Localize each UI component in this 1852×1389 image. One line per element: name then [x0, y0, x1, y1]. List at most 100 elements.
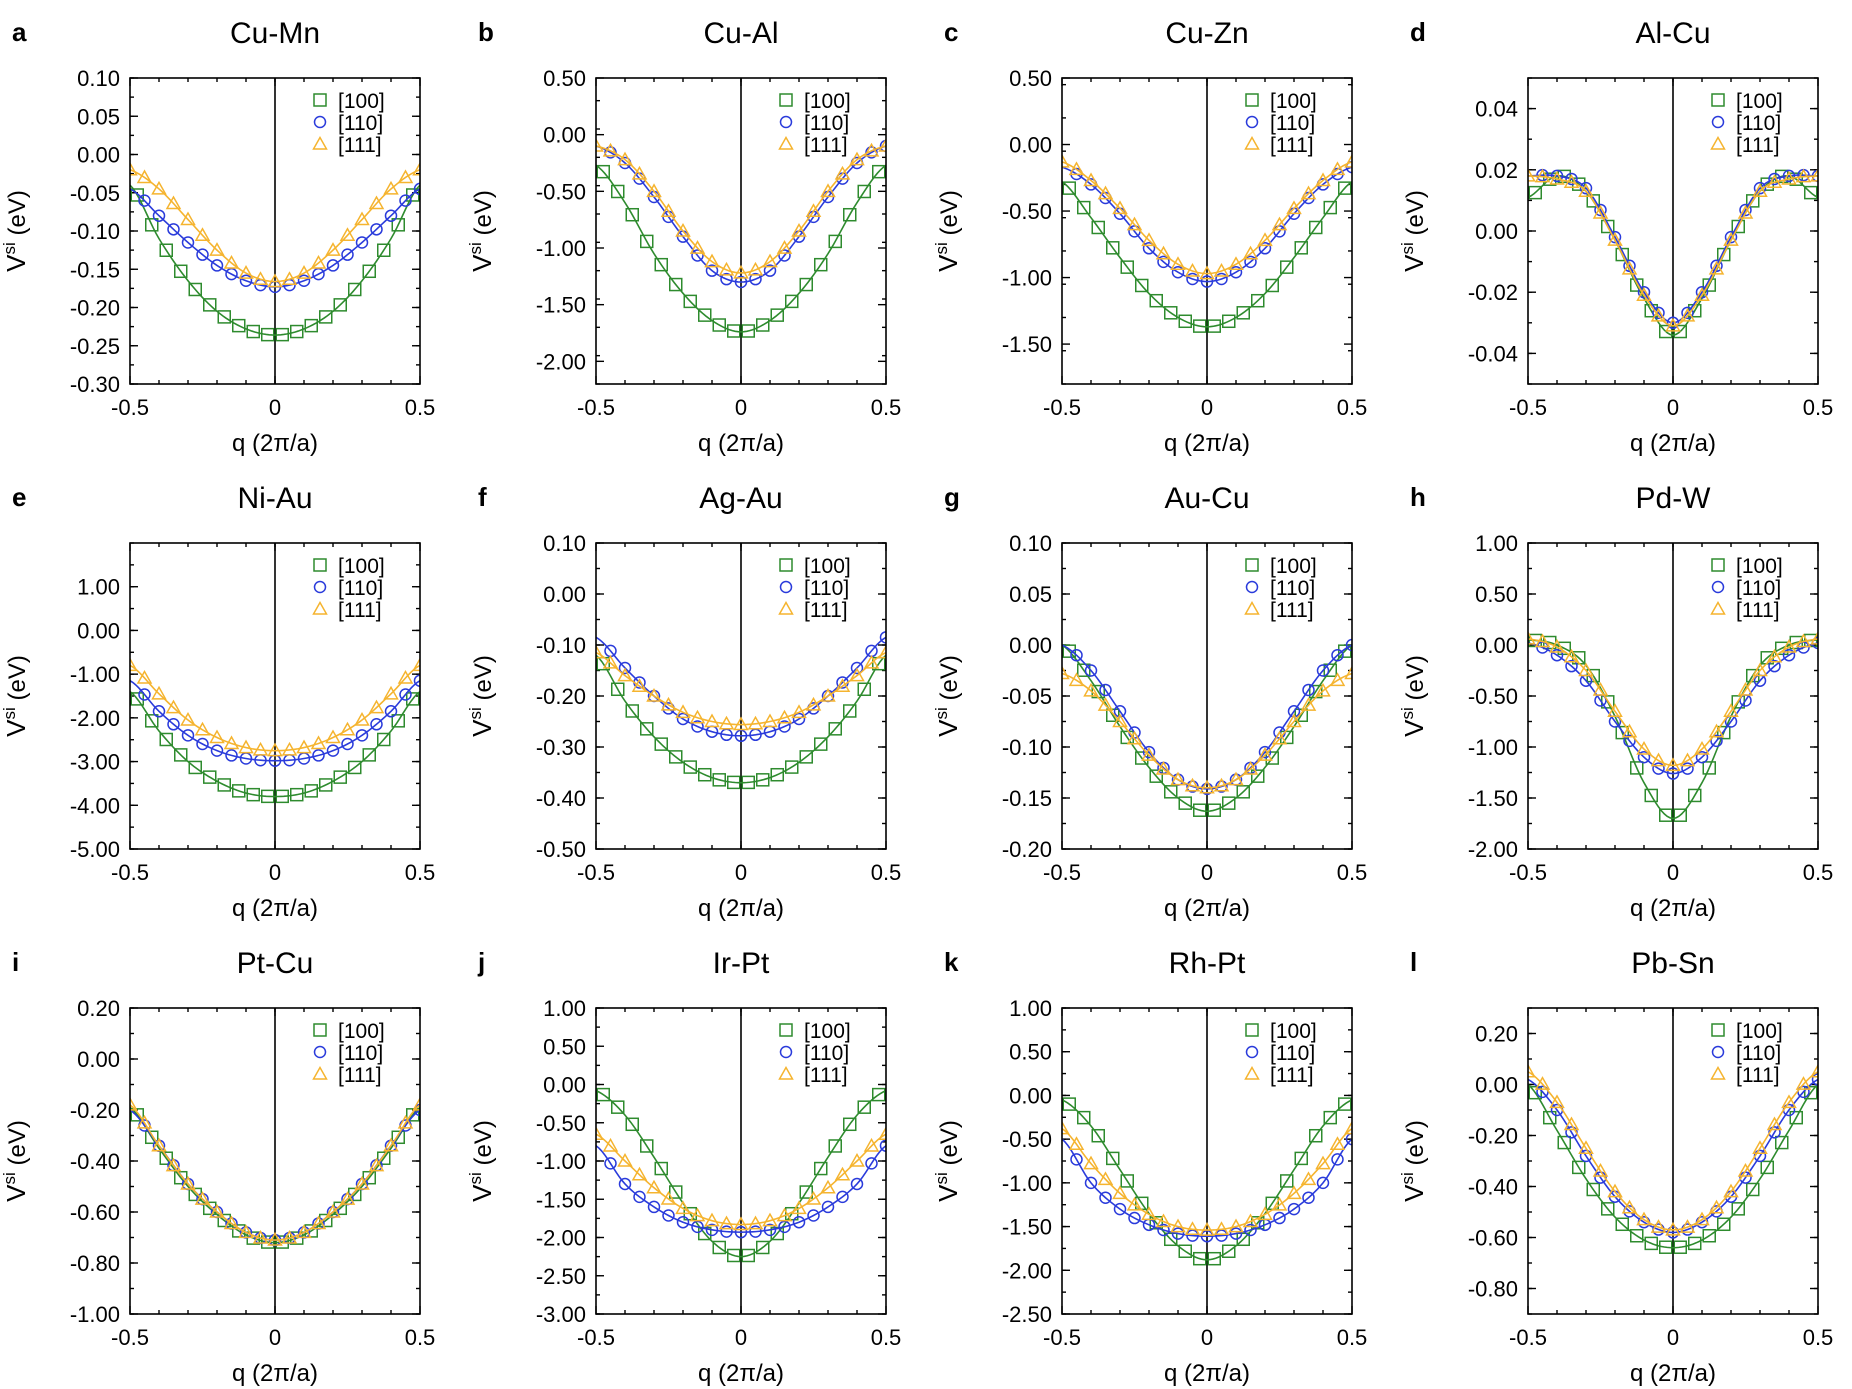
data-point-square: [857, 682, 871, 697]
data-point-circle: [778, 720, 791, 733]
legend-label: [100]: [338, 555, 385, 578]
y-tick-label: 1.00: [543, 996, 586, 1021]
data-point-square: [756, 318, 770, 332]
data-point-square: [1193, 803, 1207, 817]
y-tick-label: -0.60: [70, 1200, 120, 1225]
data-point-triangle: [1213, 1221, 1230, 1236]
data-point-square: [348, 282, 362, 297]
data-point-square: [1309, 1128, 1323, 1143]
data-point-triangle: [296, 1224, 312, 1239]
data-point-triangle: [689, 240, 706, 254]
data-point-triangle: [689, 1207, 706, 1222]
data-point-triangle: [1155, 245, 1172, 260]
data-point-circle: [1244, 255, 1257, 269]
data-point-triangle: [1781, 639, 1797, 653]
series-110: [1062, 638, 1352, 796]
data-point-square: [1236, 785, 1250, 799]
panel-title: Rh-Pt: [1169, 947, 1246, 980]
y-axis-label: Vsi (eV): [466, 1120, 497, 1202]
data-point-triangle: [660, 203, 677, 217]
data-point-square: [640, 234, 654, 249]
panel-title: Cu-Zn: [1165, 17, 1248, 50]
data-point-triangle: [1184, 262, 1201, 277]
data-point-square: [261, 1235, 275, 1249]
data-point-triangle: [252, 741, 269, 756]
panel-letter: d: [1410, 17, 1426, 47]
data-point-circle: [138, 688, 151, 701]
data-point-square: [1659, 808, 1673, 822]
data-point-square: [275, 1235, 289, 1249]
data-point-triangle: [863, 142, 880, 157]
data-point-triangle: [1242, 245, 1259, 260]
x-tick-label: 0: [269, 860, 281, 885]
data-point-circle: [1768, 172, 1781, 186]
data-point-circle: [1142, 242, 1156, 255]
y-tick-label: -0.05: [70, 181, 120, 206]
plot-frame: [1061, 542, 1353, 850]
data-point-triangle: [1679, 1219, 1696, 1233]
data-point-circle: [1157, 1223, 1170, 1237]
x-tick-label: 0.5: [405, 860, 436, 885]
data-point-square: [1294, 1151, 1308, 1166]
x-axis-label: q (2π/a): [1630, 895, 1716, 922]
x-tick-label: 0: [269, 395, 281, 420]
data-point-triangle: [194, 721, 211, 736]
panel-letter: b: [478, 17, 494, 47]
data-point-circle: [370, 223, 383, 236]
data-point-square: [304, 318, 318, 333]
data-point-triangle: [180, 712, 196, 726]
plot-frame: [129, 77, 421, 385]
data-point-square: [799, 750, 813, 764]
data-point-triangle: [1607, 1183, 1623, 1198]
y-tick-label: -2.50: [536, 1264, 586, 1289]
data-point-circle: [1200, 782, 1214, 796]
data-point-triangle: [733, 264, 749, 279]
y-tick-label: 1.00: [1475, 531, 1518, 556]
data-point-circle: [807, 1209, 820, 1222]
legend-marker: [779, 1045, 793, 1059]
legend-label: [100]: [338, 90, 385, 113]
data-point-square: [872, 1087, 886, 1102]
y-axis-label: Vsi (eV): [0, 190, 31, 272]
data-point-square: [596, 1087, 610, 1102]
series-111: [1528, 167, 1818, 332]
y-tick-label: 1.00: [77, 575, 120, 600]
series-line: [130, 1106, 420, 1244]
data-point-square: [828, 722, 842, 736]
data-point-circle: [1579, 181, 1593, 195]
legend-label: [111]: [338, 599, 382, 622]
panel-c: c Cu-Zn-0.5 0 0.50.500.00-0.50-1.00-1.50[10…: [932, 17, 1367, 457]
panel-d: d Al-Cu -0.5 0 0.5 0.04 0.02 0.00 -0.02 -0.04 [100…: [1398, 17, 1833, 457]
data-point-triangle: [1329, 1136, 1346, 1151]
x-tick-label: -0.5: [1043, 1325, 1081, 1350]
x-axis-label: q (2π/a): [698, 895, 784, 922]
data-point-circle: [1229, 265, 1243, 279]
panel-letter: h: [1410, 482, 1426, 512]
data-point-triangle: [1534, 168, 1551, 183]
data-point-triangle: [368, 699, 385, 714]
data-point-square: [1338, 181, 1352, 195]
data-point-square: [1222, 796, 1236, 810]
data-point-triangle: [1723, 232, 1739, 246]
legend-marker: [313, 115, 327, 129]
y-tick-label: -1.50: [1468, 786, 1518, 811]
data-point-triangle: [1329, 161, 1346, 176]
series-line: [1062, 166, 1352, 283]
data-point-triangle: [602, 1137, 619, 1152]
data-point-square: [814, 737, 828, 751]
data-point-circle: [749, 272, 762, 286]
legend-label: [110]: [1736, 112, 1781, 135]
x-tick-label: -0.5: [1043, 395, 1081, 420]
data-point-triangle: [1344, 665, 1352, 680]
data-point-square: [1149, 1216, 1163, 1230]
data-point-triangle: [1097, 697, 1114, 711]
y-tick-label: 0.00: [1009, 633, 1052, 658]
data-point-square: [1207, 319, 1221, 333]
panel-title: Ni-Au: [237, 482, 312, 515]
data-point-triangle: [631, 1166, 648, 1181]
x-axis-label: q (2π/a): [232, 430, 318, 457]
plot-frame: [1527, 1007, 1819, 1315]
y-tick-label: 0.50: [1009, 66, 1052, 91]
data-point-square: [1760, 1160, 1774, 1175]
data-point-square: [333, 298, 347, 312]
